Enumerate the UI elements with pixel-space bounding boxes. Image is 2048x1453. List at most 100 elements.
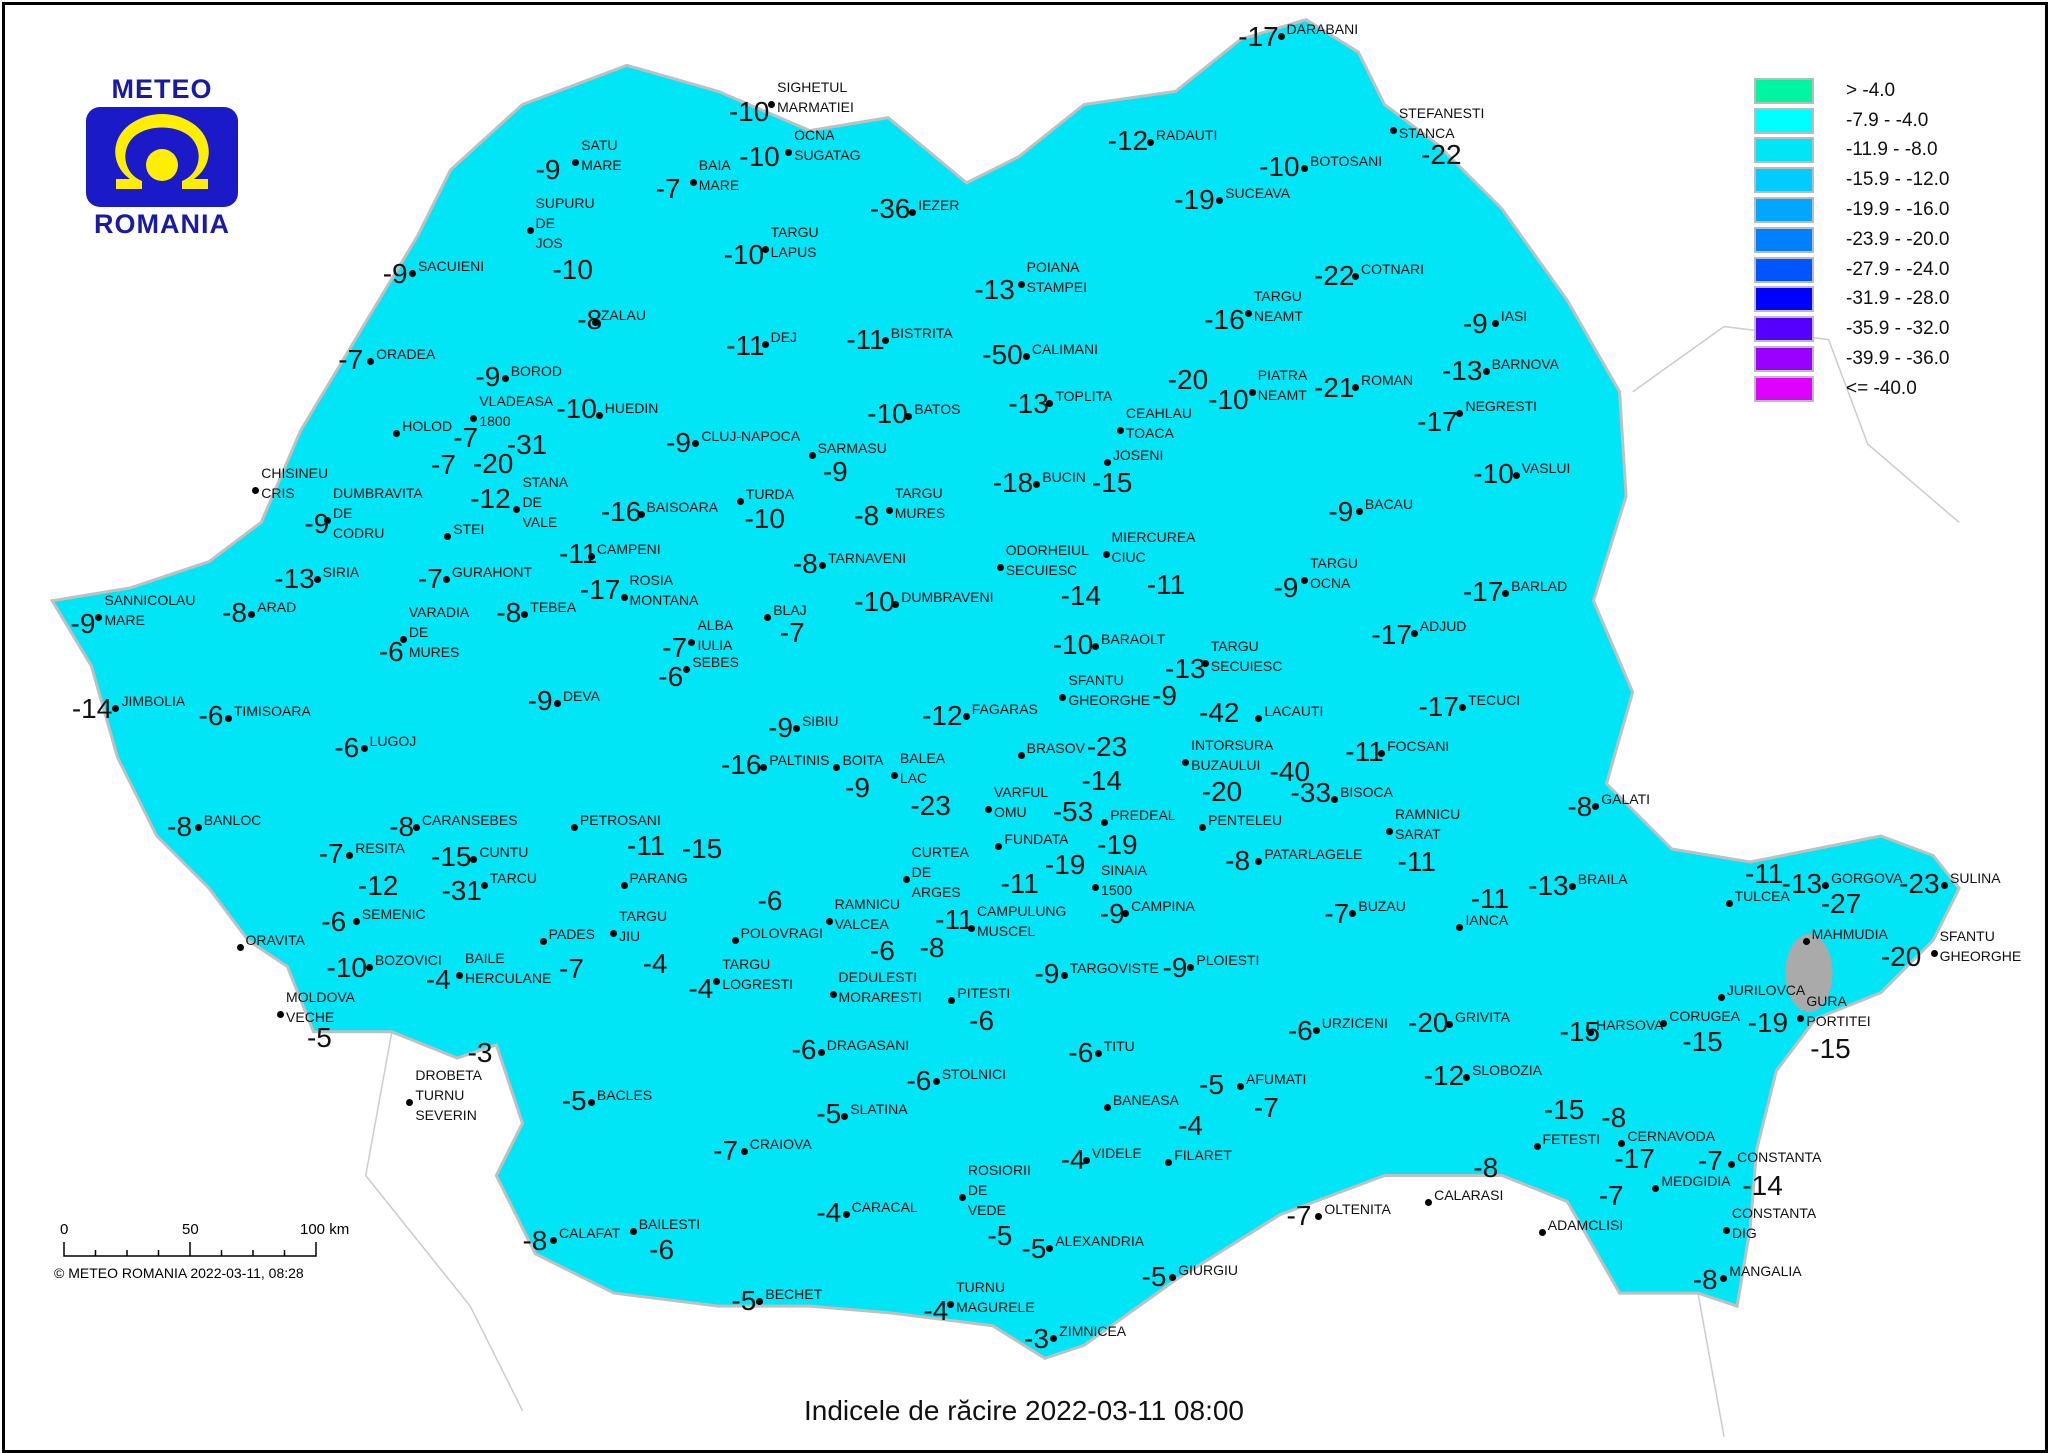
legend: > -4.0 -7.9 - -4.0 -11.9 - -8.0 -15.9 - -12… — [1754, 76, 1950, 404]
station-marker — [740, 1148, 748, 1156]
station-value: -12 — [1423, 1060, 1465, 1092]
station-name: FAGARAS — [971, 701, 1038, 718]
station-marker — [365, 964, 373, 971]
station-name: CONSTANTA — [1737, 1149, 1822, 1166]
station-name: ARAD — [257, 599, 297, 616]
station-marker — [1822, 881, 1830, 889]
station-value: -11 — [1345, 736, 1384, 768]
station-value: -4 — [688, 972, 714, 1004]
station-name: TARGU OCNA — [1310, 555, 1358, 592]
station-marker — [1101, 819, 1109, 827]
station-value: -9 — [535, 153, 561, 185]
station-marker — [346, 851, 354, 859]
station-name: TARGOVISTE — [1069, 959, 1159, 976]
station-value: -7 — [655, 173, 681, 205]
station-marker — [1059, 693, 1067, 701]
station-marker — [1446, 1021, 1454, 1029]
station-value: -13 — [1781, 868, 1823, 900]
station-marker — [455, 971, 463, 979]
station-marker — [1389, 126, 1397, 134]
station-value: -4 — [923, 1295, 949, 1327]
station-marker — [1301, 164, 1309, 172]
station-marker — [1187, 964, 1195, 971]
station-marker — [1459, 704, 1467, 712]
legend-item: -31.9 - -28.0 — [1754, 285, 1950, 315]
station-name: TARGU LAPUS — [770, 223, 819, 260]
station-marker — [1618, 1140, 1626, 1148]
station-value: -13 — [274, 562, 315, 594]
station-marker — [932, 1077, 940, 1085]
station-name: ADJUD — [1419, 617, 1467, 634]
station-value: -4 — [816, 1197, 842, 1229]
station-marker — [629, 1227, 637, 1235]
station-marker — [1244, 309, 1252, 317]
station-value: -8 — [496, 596, 522, 628]
station-name: SIRIA — [322, 564, 360, 581]
station-marker — [1199, 824, 1207, 832]
station-name: BANEASA — [1112, 1091, 1179, 1108]
station-value: -19 — [1097, 829, 1138, 861]
legend-item: -23.9 - -20.0 — [1754, 225, 1950, 255]
station-marker — [587, 1098, 595, 1106]
station-name: MOLDOVA VECHE — [286, 989, 356, 1026]
station-value: -9 — [1462, 307, 1488, 339]
station-marker — [1941, 881, 1949, 889]
station-name: SULINA — [1950, 869, 2001, 886]
station-marker — [902, 876, 910, 884]
station-value: -8 — [167, 810, 193, 842]
station-value: -9 — [666, 426, 692, 458]
station-value: -18 — [992, 467, 1034, 499]
station-value: -8 — [1601, 1102, 1627, 1134]
station-marker — [731, 936, 739, 944]
station-marker — [1033, 480, 1041, 488]
station-value: -10 — [744, 502, 785, 534]
station-value: -21 — [1313, 371, 1355, 403]
station-name: SLOBOZIA — [1472, 1061, 1543, 1078]
station-value: -10 — [854, 586, 895, 618]
station-marker — [95, 613, 103, 621]
station-name: PATARLAGELE — [1264, 846, 1363, 863]
neighbour-border — [1697, 1292, 1725, 1437]
station-name: COTNARI — [1360, 261, 1424, 278]
station-marker — [539, 937, 547, 945]
scale-label-100: 100 km — [300, 1221, 349, 1238]
station-value: -9 — [1328, 496, 1354, 527]
copyright: © METEO ROMANIA 2022-03-11, 08:28 — [54, 1265, 304, 1281]
station-value: -22 — [1313, 259, 1355, 291]
legend-label: -31.9 - -28.0 — [1846, 288, 1950, 310]
station-marker — [967, 924, 975, 932]
station-name: SFANTU GHEORGHE — [1068, 671, 1151, 708]
neighbour-border — [364, 1031, 524, 1411]
station-name: FOCSANI — [1387, 737, 1450, 754]
station-value: -17 — [1371, 618, 1412, 650]
station-value: -11 — [726, 330, 765, 362]
logo-text-top: METEO — [111, 74, 213, 104]
station-name: PETROSANI — [579, 812, 661, 829]
station-name: FETESTI — [1542, 1130, 1601, 1147]
station-value: -16 — [720, 749, 762, 781]
station-value: -9 — [845, 771, 870, 803]
station-value: -10 — [723, 238, 765, 270]
station-name: BACLES — [596, 1086, 653, 1103]
station-name: TARGU MURES — [894, 484, 946, 521]
station-value: -9 — [1162, 951, 1188, 983]
station-name: RADAUTI — [1155, 126, 1218, 143]
station-name: ROSIORII DE VEDE — [967, 1161, 1031, 1218]
omega-icon — [86, 107, 238, 207]
station-marker — [112, 705, 120, 713]
station-marker — [1116, 427, 1124, 435]
station-marker — [1103, 458, 1111, 466]
station-name: LACAUTI — [1264, 702, 1324, 719]
station-name: IEZER — [918, 197, 960, 214]
station-marker — [1050, 1334, 1058, 1342]
station-marker — [236, 944, 244, 952]
station-value: -9 — [1034, 958, 1060, 990]
station-value: -15 — [431, 840, 472, 872]
station-value: -6 — [198, 699, 224, 731]
station-name: AFUMATI — [1246, 1070, 1307, 1087]
station-value: -11 — [626, 830, 666, 862]
station-marker — [958, 1193, 966, 1201]
station-name: DUMBRAVITA DE CODRU — [333, 485, 423, 542]
station-name: GURAHONT — [451, 564, 533, 581]
station-marker — [324, 517, 332, 525]
